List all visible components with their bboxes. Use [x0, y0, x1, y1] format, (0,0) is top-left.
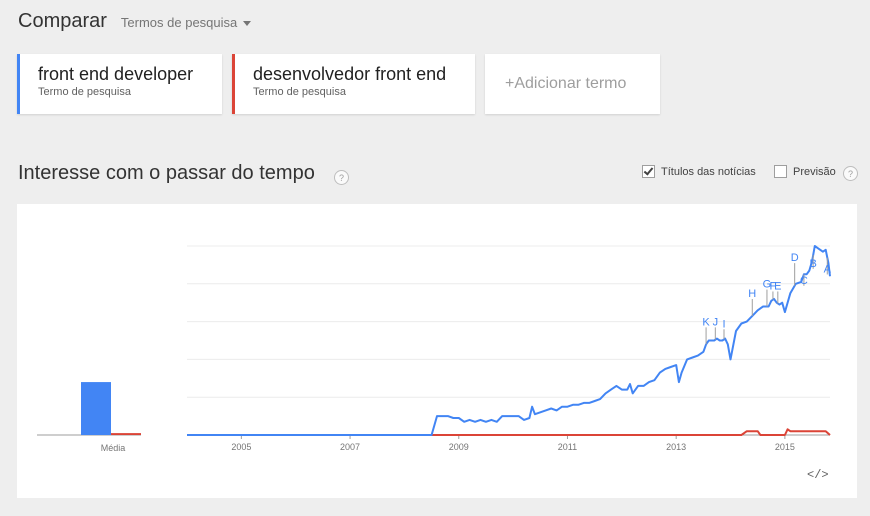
x-tick-label: 2013 [666, 442, 686, 452]
annotation-marker: G [763, 279, 772, 291]
search-term-type: Termo de pesquisa [253, 86, 346, 98]
annotation-marker: E [774, 280, 781, 292]
headlines-label: Títulos das notícias [661, 165, 756, 178]
embed-code-icon[interactable]: </> [807, 468, 829, 482]
x-tick-label: 2005 [231, 442, 251, 452]
search-term-card-1[interactable]: front end developer Termo de pesquisa [17, 54, 222, 114]
average-bar [81, 382, 111, 435]
compare-mode-label: Termos de pesquisa [120, 15, 238, 30]
section-title: Interesse com o passar do tempo [18, 162, 315, 184]
help-icon[interactable]: ? [334, 170, 349, 185]
x-tick-label: 2015 [775, 442, 795, 452]
search-term-name: desenvolvedor front end [253, 64, 447, 84]
forecast-checkbox[interactable] [774, 165, 787, 178]
annotation-marker: B [809, 258, 816, 270]
search-term-card-2[interactable]: desenvolvedor front end Termo de pesquis… [232, 54, 475, 114]
compare-header: Comparar Termos de pesquisa [18, 10, 252, 40]
x-tick-label: 2009 [449, 442, 469, 452]
annotation-marker: C [800, 275, 808, 287]
x-tick-label: 2007 [340, 442, 360, 452]
add-term-button[interactable]: + Adicionar termo [485, 54, 660, 114]
forecast-label: Previsão [793, 165, 836, 178]
caret-down-icon [243, 21, 252, 26]
add-term-label: Adicionar termo [514, 75, 627, 92]
series-line [187, 245, 831, 436]
series-line [187, 428, 831, 436]
annotation-marker: D [791, 252, 799, 264]
x-tick-label: 2011 [558, 442, 577, 452]
interest-over-time-chart: Média 2005 2007 2009 2011 2013 2015 K J I H G F E D C B A… [17, 204, 857, 498]
page-title: Comparar [18, 10, 107, 32]
annotation-marker: F [770, 280, 777, 292]
headlines-option[interactable]: Títulos das notícias [642, 165, 756, 178]
annotation-marker: J [713, 316, 719, 328]
compare-mode-dropdown[interactable]: Termos de pesquisa [120, 15, 252, 30]
annotation-marker: A [824, 263, 832, 275]
annotation-marker: K [702, 316, 710, 328]
annotation-marker: H [748, 288, 756, 300]
help-icon[interactable]: ? [843, 166, 858, 181]
search-term-name: front end developer [38, 64, 194, 84]
plus-icon: + [505, 75, 515, 92]
headlines-checkbox[interactable] [642, 165, 655, 178]
forecast-option[interactable]: Previsão [774, 165, 836, 178]
average-bar [111, 433, 141, 435]
average-label: Média [101, 443, 126, 453]
annotation-marker: I [722, 318, 725, 330]
search-term-type: Termo de pesquisa [38, 86, 131, 98]
